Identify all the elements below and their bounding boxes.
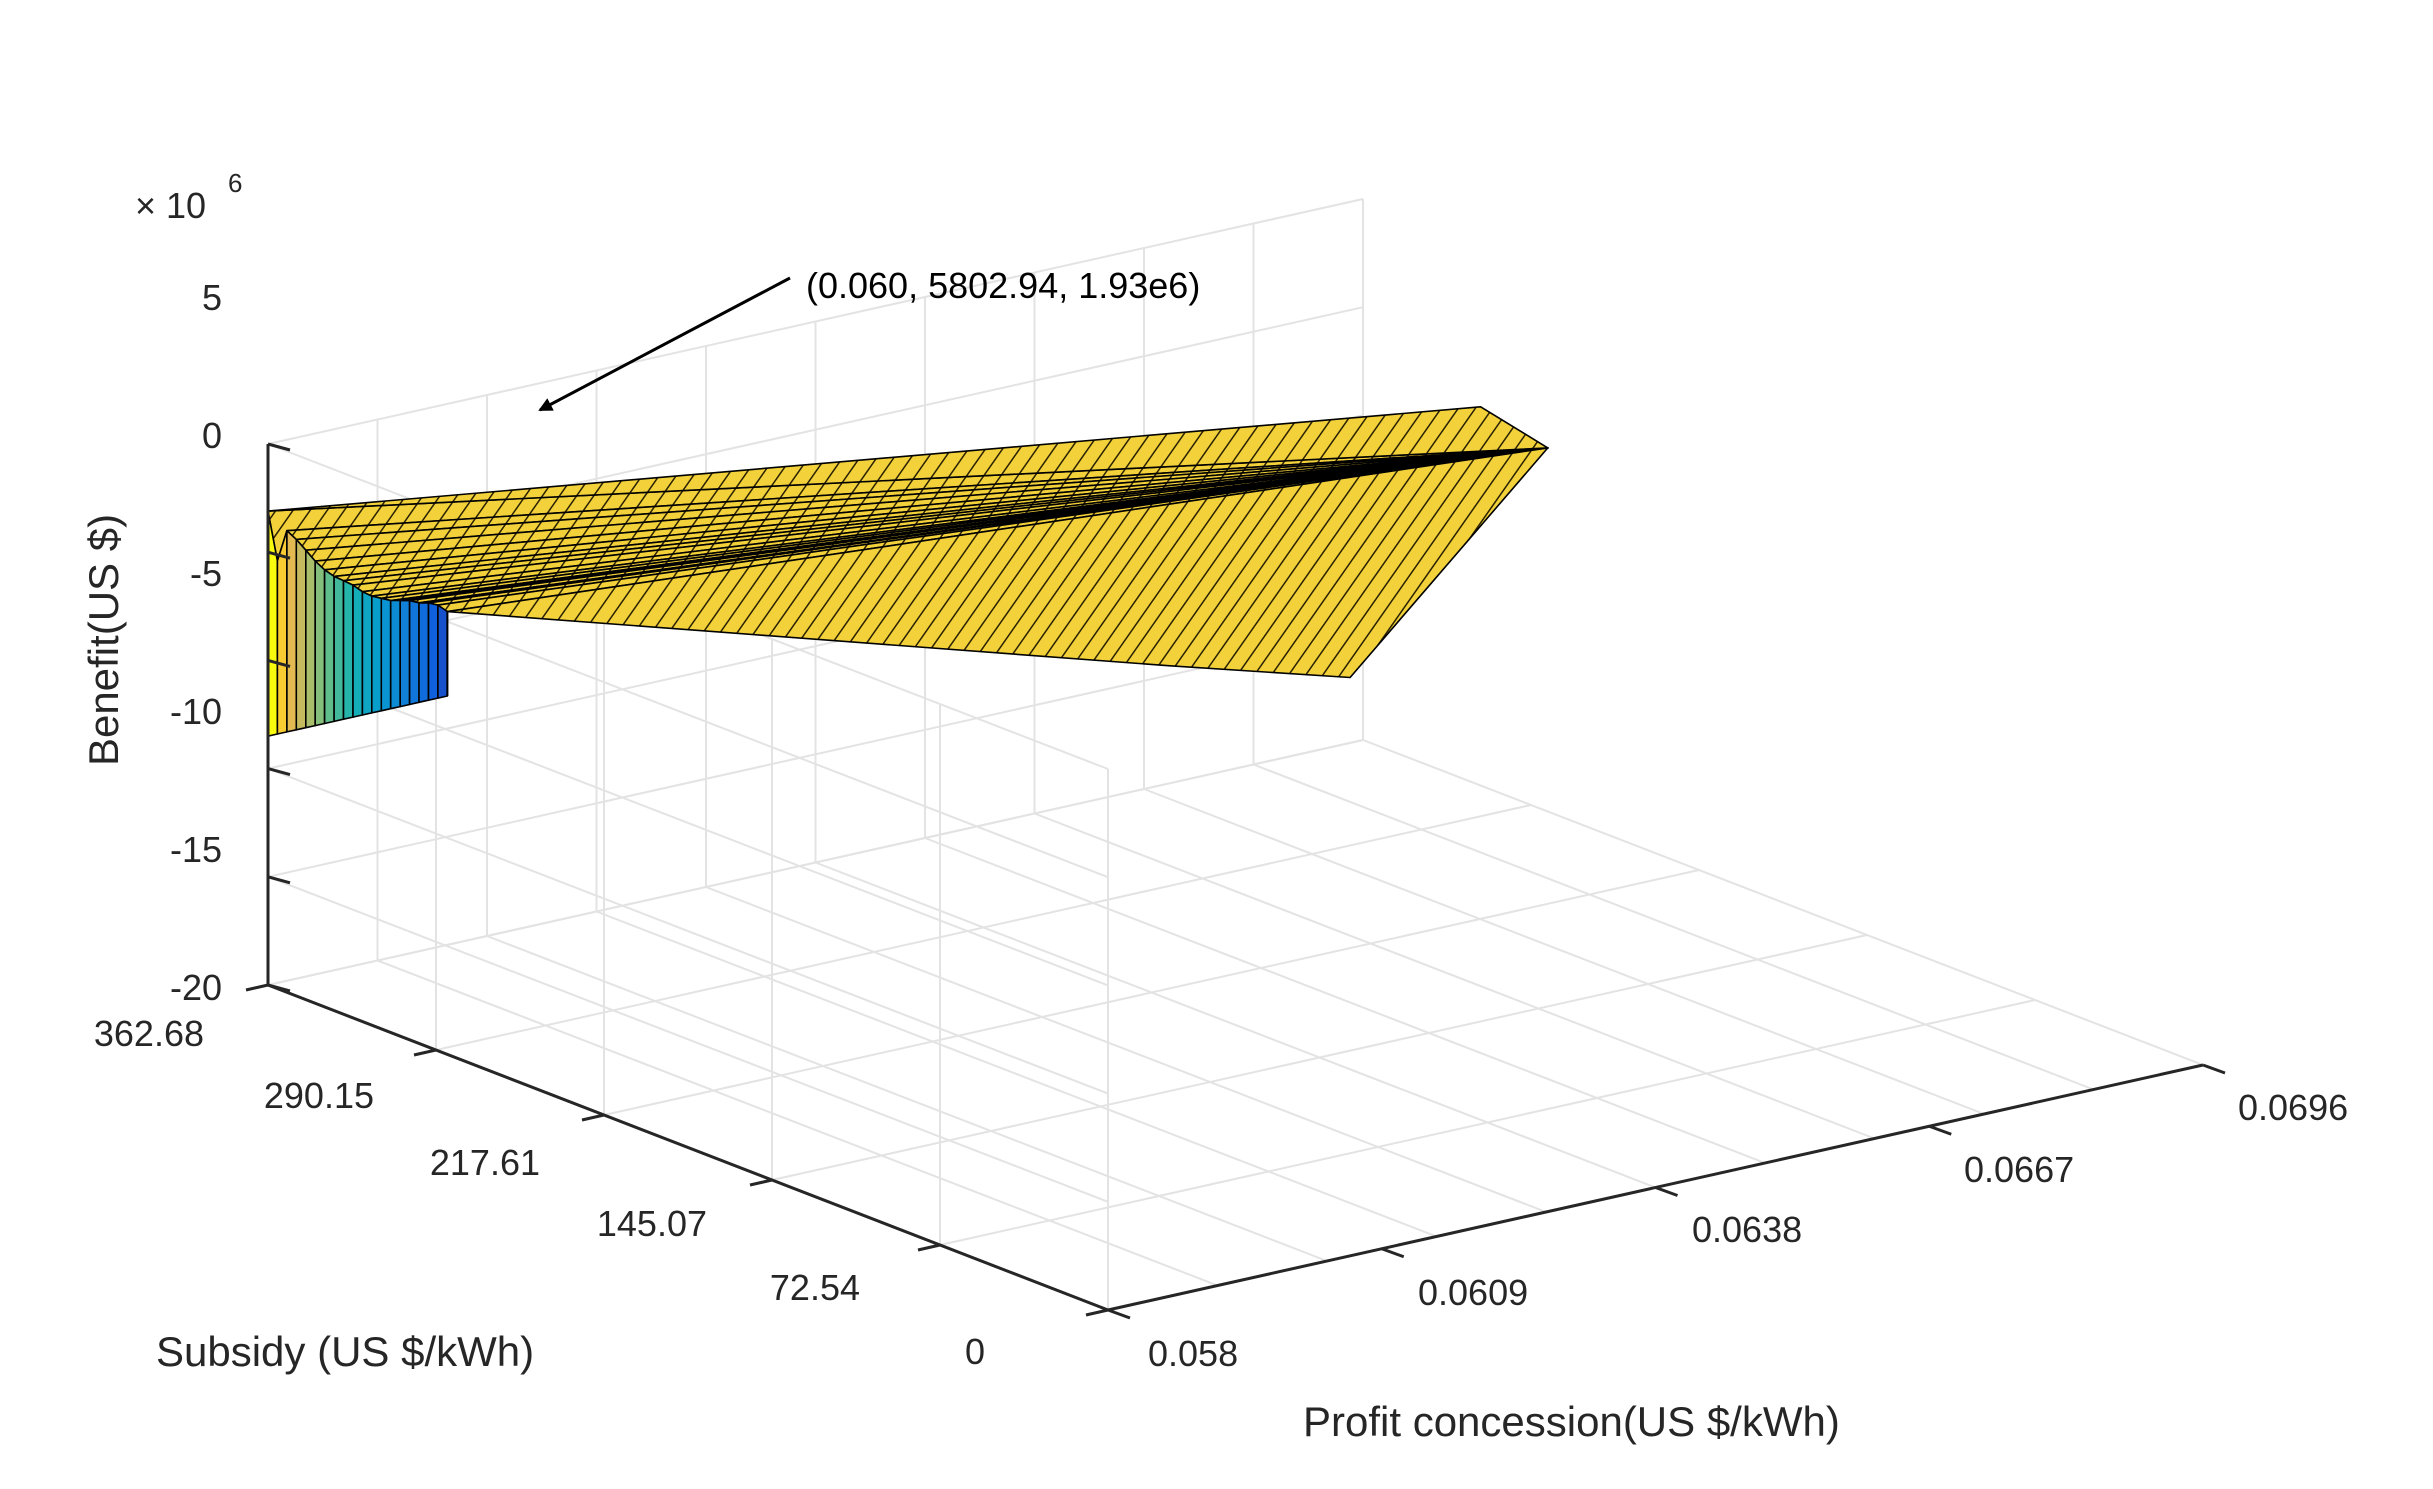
- surface-front-panel: [286, 529, 298, 733]
- z-tick-mark: [267, 875, 291, 885]
- grid-line: [267, 767, 1109, 1095]
- surface-top-facet: [446, 447, 1549, 679]
- z-axis-label: Benefit(US $): [80, 514, 127, 766]
- x-tick-mark: [1381, 1247, 1405, 1259]
- x-tick-mark: [2202, 1063, 2226, 1075]
- grid-line: [267, 659, 1109, 987]
- grid-line: [1362, 739, 2204, 1066]
- surface-front-panel: [408, 599, 420, 706]
- y-tick-label: 290.15: [264, 1075, 374, 1116]
- surface-front-panel: [380, 597, 392, 712]
- grid-line: [1034, 812, 1875, 1140]
- surface-front-panel: [304, 549, 317, 729]
- surface-front-panel: [427, 602, 439, 702]
- grid-line: [815, 861, 1656, 1189]
- y-tick-label: 0: [965, 1331, 985, 1372]
- x-tick-label: 0.0609: [1418, 1272, 1528, 1313]
- data-tip-annotation: (0.060, 5802.94, 1.93e6): [538, 265, 1200, 412]
- x-tick-label: 0.0696: [2238, 1087, 2348, 1128]
- y-axis-label: Subsidy (US $/kWh): [156, 1328, 534, 1375]
- y-tick-label: 72.54: [770, 1267, 860, 1308]
- y-tick-mark: [749, 1178, 773, 1187]
- surface-front-panel: [389, 599, 402, 710]
- z-tick-labels: 5 0 -5 -10 -15 -20: [170, 277, 222, 1008]
- z-exponent-base: × 10: [135, 185, 206, 226]
- y-axis-line: [267, 983, 1109, 1312]
- surface-front-panel: [399, 599, 411, 708]
- annotation-arrow: [538, 276, 791, 412]
- surface-front-panel: [370, 595, 383, 714]
- x-tick-labels: 0.058 0.0609 0.0638 0.0667 0.0696: [1148, 1087, 2348, 1374]
- x-tick-mark: [1928, 1124, 1952, 1136]
- y-tick-mark: [413, 1048, 437, 1057]
- surface-front-panel: [314, 560, 326, 727]
- surface-front-panel: [333, 575, 345, 723]
- y-tick-label: 362.68: [94, 1013, 204, 1054]
- z-exponent: × 10 6: [135, 168, 242, 226]
- surface-front-panel: [361, 590, 373, 716]
- surface-front-panel: [323, 568, 335, 725]
- surface-front-face: [267, 510, 449, 737]
- z-tick-mark: [267, 983, 291, 993]
- y-tick-mark: [1085, 1308, 1109, 1317]
- x-tick-mark: [1107, 1308, 1131, 1320]
- z-tick-mark: [267, 658, 291, 668]
- z-tick-mark: [267, 550, 291, 560]
- surface-top-facet: [267, 405, 1549, 512]
- y-tick-labels: 0 72.54 145.07 217.61 290.15 362.68: [94, 1013, 985, 1372]
- grid-line: [267, 875, 1109, 1203]
- x-tick-label: 0.0638: [1692, 1209, 1802, 1250]
- grid-line: [924, 837, 1766, 1164]
- z-tick-label: -15: [170, 829, 222, 870]
- grid-line: [377, 959, 1218, 1287]
- x-axis-label: Profit concession(US $/kWh): [1303, 1398, 1840, 1445]
- z-tick-label: -10: [170, 691, 222, 732]
- grid-line: [596, 910, 1437, 1238]
- surface-front-panel: [342, 579, 354, 721]
- z-tick-label: 0: [202, 415, 222, 456]
- y-tick-label: 145.07: [597, 1203, 707, 1244]
- x-tick-label: 0.0667: [1964, 1149, 2074, 1190]
- surface-top-mesh: [267, 405, 1549, 679]
- grid-line: [705, 886, 1547, 1213]
- surface-front-panel: [295, 538, 307, 731]
- y-tick-mark: [581, 1113, 605, 1122]
- z-tick-label: -20: [170, 967, 222, 1008]
- surface-front-panel: [418, 601, 430, 704]
- z-tick-label: 5: [202, 277, 222, 318]
- z-exponent-power: 6: [228, 168, 242, 198]
- x-tick-mark: [1654, 1186, 1679, 1197]
- tick-marks: [245, 442, 2226, 1320]
- annotation-text: (0.060, 5802.94, 1.93e6): [806, 265, 1200, 306]
- grid-line: [1143, 788, 1985, 1115]
- y-tick-mark: [245, 983, 269, 992]
- surface-front-panel: [352, 584, 364, 718]
- floor-grid: [267, 739, 2204, 1311]
- z-tick-mark: [267, 442, 291, 452]
- y-tick-label: 217.61: [430, 1142, 540, 1183]
- grid-line: [1253, 763, 2094, 1091]
- y-tick-mark: [917, 1243, 941, 1252]
- surface-front-panel: [276, 529, 288, 735]
- grid-line: [486, 935, 1328, 1262]
- surface-front-panel: [437, 604, 449, 699]
- z-tick-label: -5: [190, 553, 222, 594]
- x-tick-label: 0.058: [1148, 1333, 1238, 1374]
- z-tick-mark: [267, 767, 291, 777]
